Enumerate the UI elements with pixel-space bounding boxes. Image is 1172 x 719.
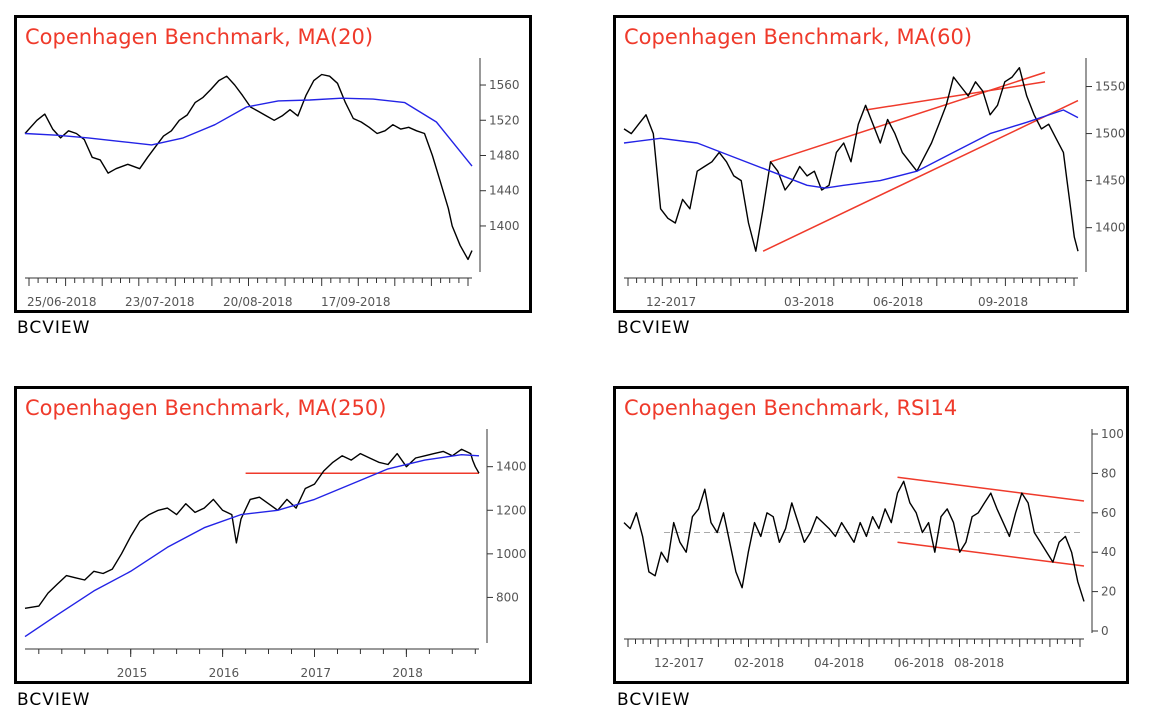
brand-label: BCVIEW [17, 690, 91, 710]
x-tick-label: 20/08-2018 [223, 295, 292, 309]
y-tick-label: 1000 [496, 547, 527, 561]
ma-series-line [623, 109, 1079, 189]
y-tick-label: 1500 [1095, 127, 1126, 141]
y-tick-label: 1480 [489, 148, 520, 162]
price-series-line [24, 448, 480, 609]
y-tick-label: 1560 [489, 78, 520, 92]
y-tick-label: 0 [1101, 624, 1109, 638]
x-tick-label: 09-2018 [978, 295, 1028, 309]
y-tick-label: 100 [1101, 427, 1124, 441]
y-tick-label: 1200 [496, 503, 527, 517]
y-tick-label: 1440 [489, 184, 520, 198]
x-tick-label: 12-2017 [654, 656, 704, 670]
trendline [762, 99, 1079, 252]
x-tick-label: 12-2017 [646, 295, 696, 309]
price-series-line [24, 73, 473, 261]
x-tick-label: 06-2018 [873, 295, 923, 309]
brand-label: BCVIEW [617, 690, 691, 710]
x-tick-label: 25/06-2018 [27, 295, 96, 309]
chart-panel-ma250: 800 1000 1200 1400 2015 2016 2017 2018 Copenhag… [14, 386, 532, 684]
price-series-line [623, 67, 1079, 252]
y-tick-label: 20 [1101, 585, 1116, 599]
y-tick-label: 1400 [489, 219, 520, 233]
chart-svg-ma60: 1400 1450 1500 1550 12-2017 03-2018 06-2018 09-… [623, 58, 1126, 309]
x-tick-label: 2015 [117, 666, 148, 680]
chart-panel-ma60: 1400 1450 1500 1550 12-2017 03-2018 06-2018 09-… [613, 15, 1129, 313]
brand-label: BCVIEW [617, 318, 691, 338]
x-tick-label: 2016 [209, 666, 240, 680]
y-tick-label: 800 [496, 590, 519, 604]
y-tick-label: 1400 [496, 460, 527, 474]
x-tick-label: 2017 [300, 666, 331, 680]
chart-panel-rsi14: 0 20 40 60 80 100 12-2017 02-2018 04-2018 06-2018… [613, 386, 1129, 684]
chart-title-ma20: Copenhagen Benchmark, MA(20) [25, 25, 374, 49]
chart-svg-rsi14: 0 20 40 60 80 100 12-2017 02-2018 04-2018 06-2018… [623, 427, 1124, 670]
x-tick-label: 02-2018 [734, 656, 784, 670]
x-tick-label: 04-2018 [814, 656, 864, 670]
ma-series-line [24, 453, 480, 638]
y-tick-label: 1400 [1095, 221, 1126, 235]
trendline [770, 71, 1046, 163]
brand-label: BCVIEW [17, 318, 91, 338]
trendline [897, 476, 1085, 502]
chart-title-rsi14: Copenhagen Benchmark, RSI14 [624, 396, 958, 420]
chart-panel-ma20: 1400 1440 1480 1520 1560 25/06-2018 23/07-2018… [14, 15, 532, 313]
x-tick-label: 08-2018 [954, 656, 1004, 670]
x-tick-label: 23/07-2018 [125, 295, 194, 309]
y-tick-label: 1550 [1095, 80, 1126, 94]
chart-title-ma60: Copenhagen Benchmark, MA(60) [624, 25, 973, 49]
y-tick-label: 40 [1101, 545, 1116, 559]
chart-svg-ma20: 1400 1440 1480 1520 1560 25/06-2018 23/07-2018… [24, 58, 520, 309]
x-tick-label: 06-2018 [894, 656, 944, 670]
trendline [865, 81, 1046, 111]
rsi-series-line [623, 480, 1085, 602]
x-tick-label: 03-2018 [784, 295, 834, 309]
x-tick-label: 2018 [392, 666, 423, 680]
y-tick-label: 80 [1101, 466, 1116, 480]
x-tick-label: 17/09-2018 [321, 295, 390, 309]
y-tick-label: 1520 [489, 113, 520, 127]
y-tick-label: 60 [1101, 506, 1116, 520]
chart-title-ma250: Copenhagen Benchmark, MA(250) [25, 396, 387, 420]
chart-svg-ma250: 800 1000 1200 1400 2015 2016 2017 2018 [24, 429, 527, 680]
y-tick-label: 1450 [1095, 174, 1126, 188]
ma-series-line [24, 97, 473, 167]
